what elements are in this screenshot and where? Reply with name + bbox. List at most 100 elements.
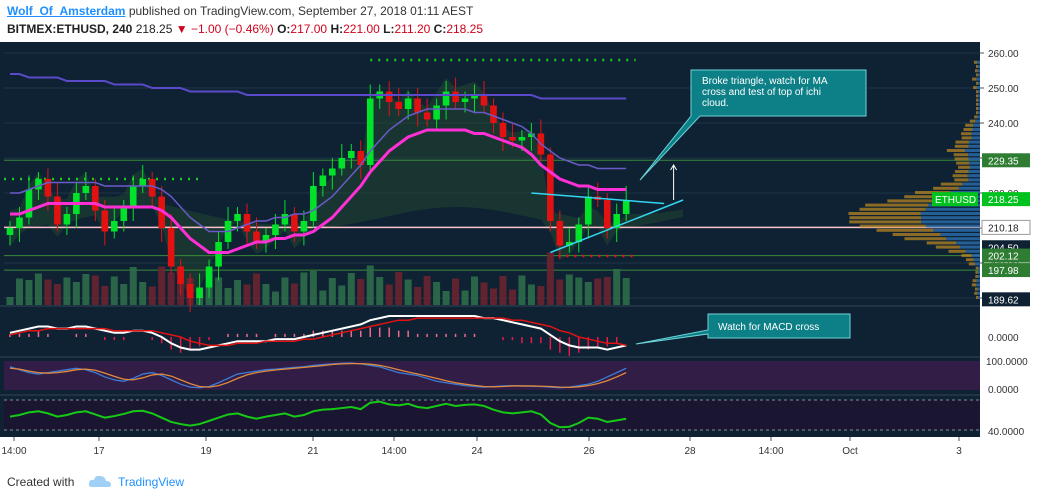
volume-bar (367, 266, 374, 306)
volume-profile-bar (961, 254, 971, 257)
volume-bar (338, 286, 345, 306)
volume-bar (44, 280, 51, 306)
volume-profile-bar (961, 132, 971, 135)
volume-bar (547, 253, 554, 306)
volume-profile-bar (921, 216, 980, 219)
volume-bar (225, 288, 232, 305)
volume-bar (386, 285, 393, 306)
volume-profile-bar (976, 65, 978, 68)
x-tick-label: 17 (93, 446, 105, 457)
volume-profile-bar (976, 111, 978, 114)
volume-bar (443, 291, 450, 305)
close-value: 218.25 (446, 22, 483, 36)
candle-body (196, 288, 203, 299)
price-label: 197.98 (988, 266, 1019, 277)
volume-profile-bar (936, 246, 960, 249)
volume-profile-bar (877, 229, 934, 232)
volume-profile-bar (975, 262, 980, 265)
volume-bar (101, 286, 108, 305)
candle-body (168, 228, 175, 267)
candle-body (206, 267, 213, 288)
candle-body (310, 186, 317, 221)
volume-profile-bar (974, 258, 980, 261)
volume-profile-bar (959, 187, 980, 190)
volume-bar (509, 290, 516, 306)
high-label: H: (330, 22, 343, 36)
candle-body (339, 158, 346, 169)
volume-bar (215, 278, 222, 306)
volume-bar (310, 271, 317, 305)
volume-bar (25, 280, 32, 305)
candle-body (433, 106, 440, 120)
low-label: L: (383, 22, 394, 36)
volume-profile-bar (926, 225, 980, 228)
x-tick-label: 14:00 (381, 446, 406, 457)
candle-body (139, 179, 146, 186)
volume-profile-bar (849, 212, 921, 215)
volume-profile-bar (977, 279, 980, 282)
candle-body (395, 102, 402, 109)
volume-profile-bar (941, 233, 980, 236)
tradingview-link[interactable]: TradingView (118, 475, 184, 489)
annotation-text: Watch for MACD cross (718, 322, 819, 333)
volume-profile-bar (969, 141, 980, 144)
close-label: C: (434, 22, 447, 36)
volume-profile-bar (976, 73, 978, 76)
volume-profile-bar (860, 225, 926, 228)
volume-profile-bar (955, 145, 969, 148)
created-with-text: Created with (7, 475, 74, 489)
volume-bar (319, 291, 326, 306)
volume-profile-bar (976, 296, 978, 299)
volume-profile-bar (975, 69, 978, 72)
candle-body (253, 232, 260, 243)
volume-profile-bar (976, 103, 978, 106)
volume-bar (168, 273, 175, 306)
volume-profile-bar (978, 271, 980, 274)
candle-body (45, 179, 52, 197)
volume-profile-bar (966, 258, 974, 261)
candle-body (490, 106, 497, 124)
x-tick-label: 26 (583, 446, 595, 457)
volume-profile-bar (972, 78, 976, 81)
candle-body (130, 186, 137, 207)
volume-bar (244, 285, 251, 306)
volume-bar (139, 282, 146, 305)
author-link[interactable]: Wolf_Of_Amsterdam (7, 4, 125, 18)
volume-profile-bar (859, 208, 925, 211)
candle-body (149, 179, 156, 197)
price-label: 210.18 (988, 223, 1019, 234)
volume-bar (291, 284, 298, 306)
volume-bar (82, 274, 89, 305)
candle-body (623, 200, 630, 214)
candle-body (481, 95, 488, 106)
price-change: −1.00 (−0.46%) (191, 22, 274, 36)
candle-body (102, 211, 109, 232)
volume-bar (556, 280, 563, 306)
candle-body (414, 99, 421, 113)
candle-body (557, 221, 564, 246)
volume-profile-bar (978, 82, 980, 85)
volume-profile-bar (978, 103, 980, 106)
volume-profile-bar (978, 73, 980, 76)
price-chart[interactable]: Broke triangle, watch for MA cross and te… (0, 42, 1046, 465)
volume-profile-bar (953, 174, 968, 177)
volume-profile-bar (973, 128, 980, 131)
volume-bar (376, 277, 383, 305)
x-tick-label: 21 (307, 446, 319, 457)
candle-body (83, 186, 90, 193)
volume-profile-bar (978, 90, 980, 93)
candle-body (16, 218, 23, 229)
volume-profile-bar (941, 183, 963, 186)
candle-body (585, 197, 592, 225)
candle-body (519, 137, 526, 141)
footer: Created with TradingView (0, 465, 1046, 499)
candle-body (320, 176, 327, 187)
symbol-name: BITMEX:ETHUSD, 240 (7, 22, 132, 36)
stoch-tick-label: 0.0000 (988, 385, 1019, 396)
volume-profile-bar (968, 174, 980, 177)
candle-body (462, 99, 469, 103)
volume-bar (405, 280, 412, 306)
volume-profile-bar (978, 288, 980, 291)
volume-profile-bar (849, 220, 921, 223)
volume-profile-bar (921, 220, 980, 223)
